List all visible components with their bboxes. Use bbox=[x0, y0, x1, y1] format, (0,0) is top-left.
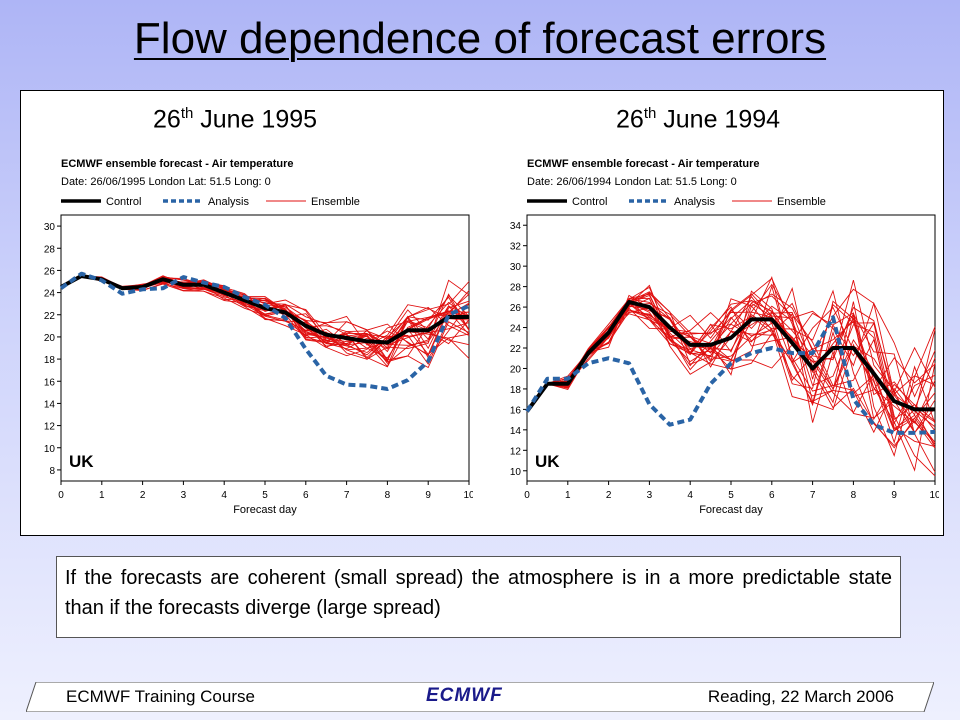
x-tick-label: 3 bbox=[181, 490, 187, 501]
x-tick-label: 0 bbox=[58, 490, 64, 501]
y-tick-label: 24 bbox=[44, 289, 56, 300]
y-tick-label: 16 bbox=[510, 405, 522, 416]
y-tick-label: 30 bbox=[510, 262, 522, 273]
footer-date: Reading, 22 March 2006 bbox=[707, 687, 894, 706]
panel-heading-1995: 26th June 1995 bbox=[153, 105, 317, 134]
y-tick-label: 32 bbox=[510, 242, 522, 253]
x-tick-label: 10 bbox=[929, 490, 939, 501]
ensemble-member-line bbox=[526, 286, 936, 449]
x-tick-label: 6 bbox=[303, 490, 309, 501]
footer-shape bbox=[26, 682, 934, 712]
footer-course: ECMWF Training Course bbox=[66, 687, 255, 706]
heading-ordinal: th bbox=[643, 105, 657, 122]
y-tick-label: 26 bbox=[510, 303, 522, 314]
y-tick-label: 28 bbox=[510, 283, 522, 294]
y-tick-label: 20 bbox=[44, 333, 56, 344]
y-tick-label: 34 bbox=[510, 221, 522, 232]
ecmwf-logo: ECMWF bbox=[426, 685, 503, 706]
y-tick-label: 12 bbox=[44, 422, 56, 433]
x-tick-label: 2 bbox=[606, 490, 612, 501]
heading-ordinal: th bbox=[180, 105, 194, 122]
x-tick-label: 1 bbox=[99, 490, 105, 501]
x-axis-label: Forecast day bbox=[233, 504, 297, 516]
charts-container: 26th June 1995 26th June 1994 ECMWF ense… bbox=[20, 90, 944, 536]
y-tick-label: 22 bbox=[44, 311, 56, 322]
region-label: UK bbox=[535, 452, 560, 471]
x-tick-label: 4 bbox=[221, 490, 227, 501]
chart-subtitle: Date: 26/06/1995 London Lat: 51.5 Long: … bbox=[61, 176, 271, 188]
y-tick-label: 28 bbox=[44, 244, 56, 255]
ensemble-member-line bbox=[526, 284, 936, 434]
x-tick-label: 7 bbox=[344, 490, 350, 501]
control-line bbox=[525, 300, 935, 413]
x-tick-label: 8 bbox=[851, 490, 857, 501]
x-tick-label: 3 bbox=[647, 490, 653, 501]
y-tick-label: 12 bbox=[510, 446, 522, 457]
x-tick-label: 10 bbox=[463, 490, 473, 501]
slide-title: Flow dependence of forecast errors bbox=[133, 14, 827, 63]
x-tick-label: 8 bbox=[385, 490, 391, 501]
x-tick-label: 9 bbox=[891, 490, 897, 501]
x-tick-label: 0 bbox=[524, 490, 530, 501]
y-tick-label: 8 bbox=[49, 466, 55, 477]
y-tick-label: 10 bbox=[510, 467, 522, 478]
x-tick-label: 5 bbox=[728, 490, 734, 501]
chart-title: ECMWF ensemble forecast - Air temperatur… bbox=[527, 158, 759, 170]
heading-number: 26 bbox=[153, 105, 181, 134]
x-tick-label: 2 bbox=[140, 490, 146, 501]
legend-label: Ensemble bbox=[777, 196, 826, 208]
y-tick-label: 14 bbox=[44, 399, 56, 410]
chart-subtitle: Date: 26/06/1994 London Lat: 51.5 Long: … bbox=[527, 176, 737, 188]
x-tick-label: 6 bbox=[769, 490, 775, 501]
ensemble-member-line bbox=[60, 275, 470, 346]
panel-heading-1994: 26th June 1994 bbox=[616, 105, 780, 134]
x-axis-label: Forecast day bbox=[699, 504, 763, 516]
x-tick-label: 1 bbox=[565, 490, 571, 501]
legend-label: Control bbox=[572, 196, 607, 208]
y-tick-label: 10 bbox=[44, 444, 56, 455]
control-line bbox=[60, 274, 469, 345]
y-tick-label: 14 bbox=[510, 426, 522, 437]
y-tick-label: 18 bbox=[510, 385, 522, 396]
legend-label: Analysis bbox=[208, 196, 249, 208]
y-tick-label: 24 bbox=[510, 324, 522, 335]
y-tick-label: 26 bbox=[44, 266, 56, 277]
explanation-note: If the forecasts are coherent (small spr… bbox=[56, 556, 901, 638]
x-tick-label: 5 bbox=[262, 490, 268, 501]
analysis-line bbox=[525, 315, 936, 435]
chart-title: ECMWF ensemble forecast - Air temperatur… bbox=[61, 158, 293, 170]
y-tick-label: 20 bbox=[510, 364, 522, 375]
y-tick-label: 22 bbox=[510, 344, 522, 355]
x-tick-label: 4 bbox=[687, 490, 693, 501]
legend-label: Ensemble bbox=[311, 196, 360, 208]
y-tick-label: 30 bbox=[44, 222, 56, 233]
legend-label: Analysis bbox=[674, 196, 715, 208]
heading-number: 26 bbox=[616, 105, 644, 134]
ensemble-member-line bbox=[526, 300, 936, 448]
heading-date: June 1994 bbox=[656, 105, 781, 134]
x-tick-label: 9 bbox=[425, 490, 431, 501]
chart-1995: ECMWF ensemble forecast - Air temperatur… bbox=[44, 158, 473, 516]
chart-1994: ECMWF ensemble forecast - Air temperatur… bbox=[510, 158, 939, 516]
y-tick-label: 16 bbox=[44, 377, 56, 388]
heading-date: June 1995 bbox=[193, 105, 318, 134]
y-tick-label: 18 bbox=[44, 355, 56, 366]
legend-label: Control bbox=[106, 196, 141, 208]
x-tick-label: 7 bbox=[810, 490, 816, 501]
analysis-line bbox=[59, 271, 470, 391]
footer-bar: ECMWF Training Course ECMWF Reading, 22 … bbox=[26, 682, 934, 712]
region-label: UK bbox=[69, 452, 94, 471]
plot-area bbox=[60, 214, 470, 482]
